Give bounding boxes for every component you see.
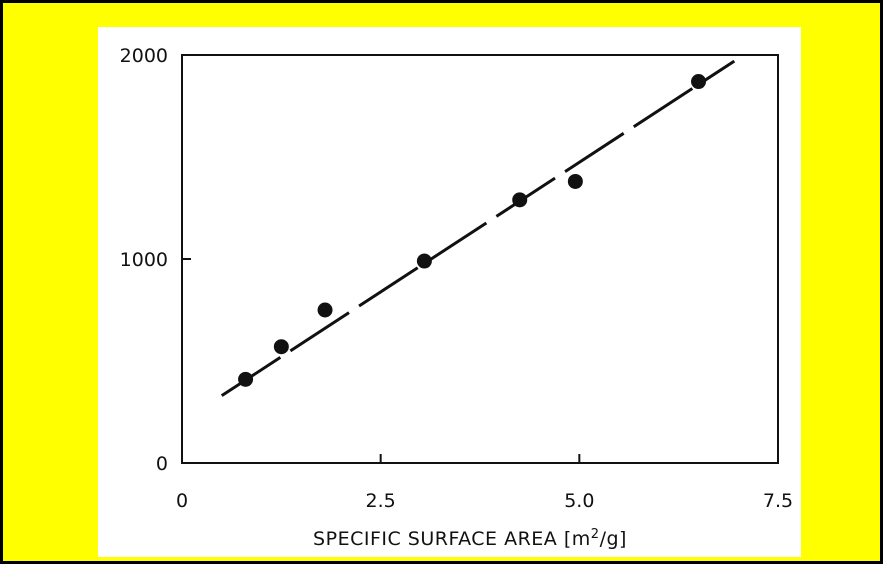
data-point — [567, 173, 583, 189]
scatter-chart: 0 1000 2000 0 2.5 5.0 7.5 SPECIFIC SURFACE AR… — [120, 45, 793, 551]
fit-line — [220, 59, 736, 397]
data-point — [691, 74, 707, 90]
x-tick-label: 7.5 — [763, 490, 793, 512]
yellow-frame: 0 1000 2000 0 2.5 5.0 7.5 SPECIFIC SURFACE AR… — [3, 3, 880, 561]
data-points — [238, 74, 707, 387]
plot-frame — [181, 54, 779, 464]
y-axis-ticks — [182, 54, 191, 464]
data-point — [273, 339, 289, 355]
y-axis-tick-labels: 0 1000 2000 — [120, 45, 168, 475]
data-point — [317, 302, 333, 318]
x-tick-label: 0 — [176, 490, 188, 512]
x-tick-label: 5.0 — [564, 490, 594, 512]
y-tick-label: 0 — [156, 453, 168, 475]
chart-card: 0 1000 2000 0 2.5 5.0 7.5 SPECIFIC SURFACE AR… — [98, 27, 801, 557]
y-tick-label: 2000 — [120, 45, 168, 67]
x-tick-label: 2.5 — [366, 490, 396, 512]
data-point — [416, 253, 432, 269]
y-tick-label: 1000 — [120, 249, 168, 271]
data-point — [238, 371, 254, 387]
x-axis-tick-labels: 0 2.5 5.0 7.5 — [176, 490, 793, 512]
x-axis-label: SPECIFIC SURFACE AREA [m2/g] — [313, 527, 627, 551]
data-point — [512, 192, 528, 208]
x-axis-ticks — [181, 454, 779, 463]
